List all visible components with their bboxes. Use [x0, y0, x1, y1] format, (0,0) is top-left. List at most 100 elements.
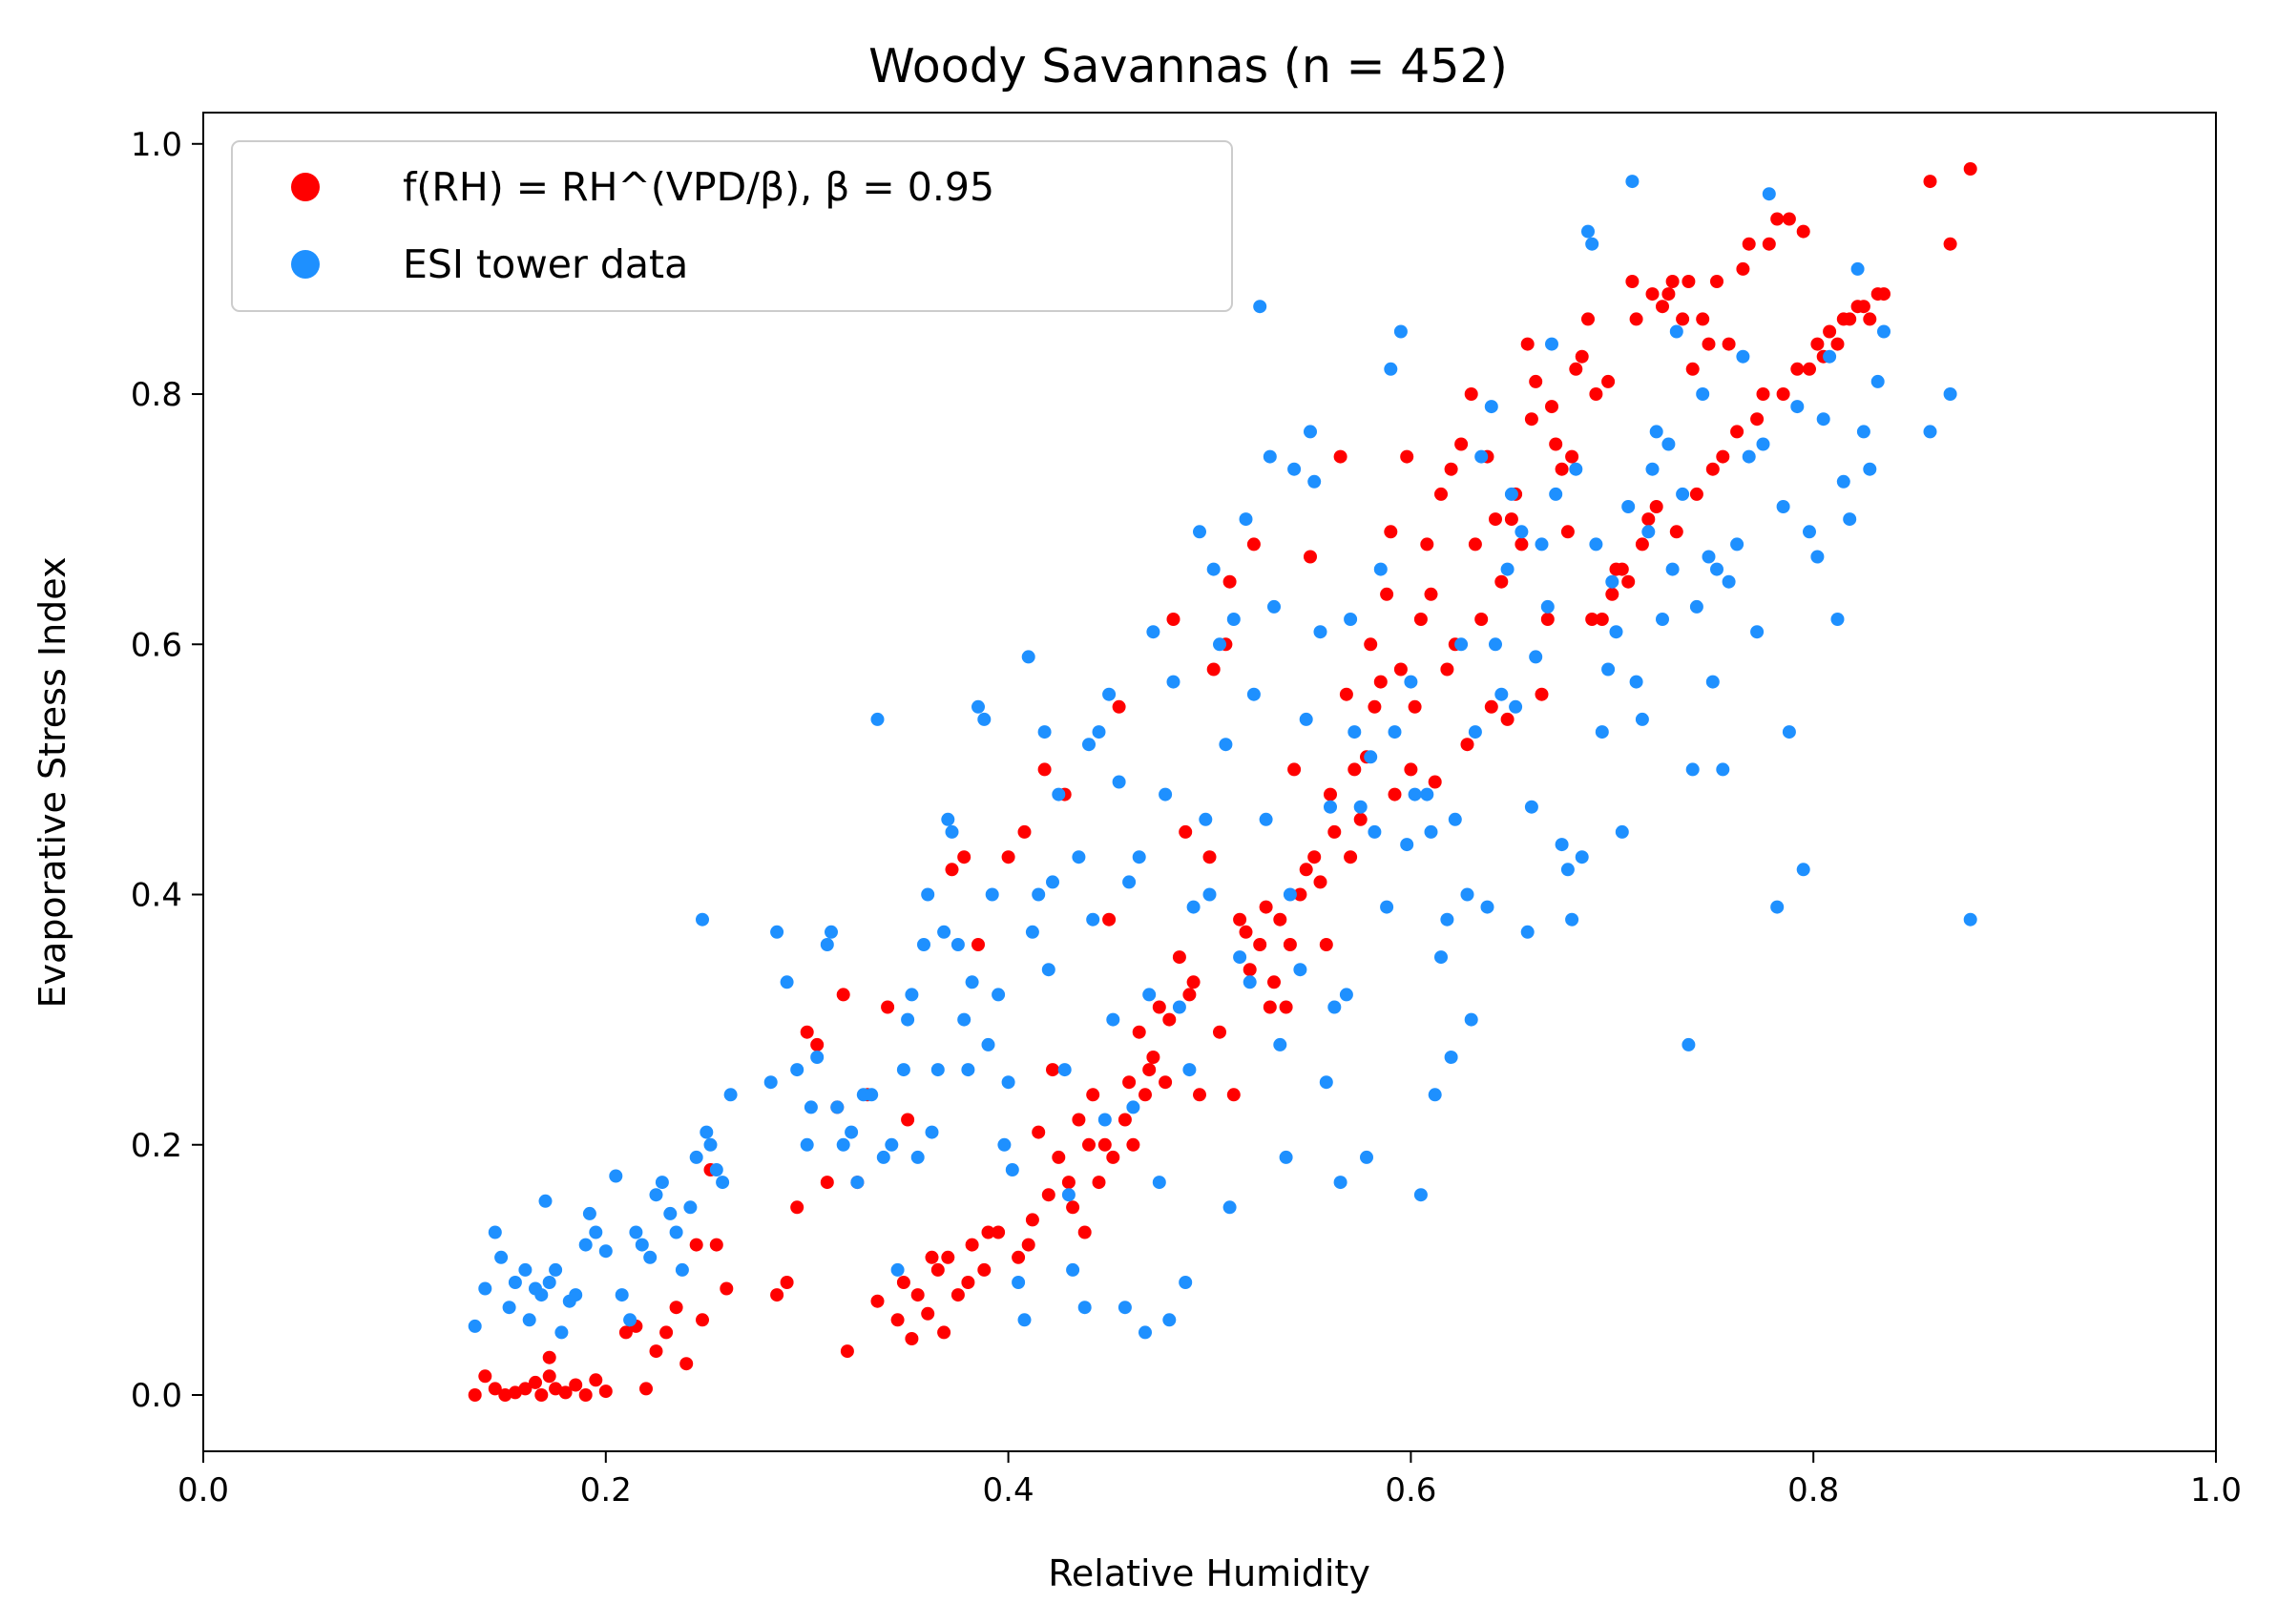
point-model-161	[1520, 337, 1535, 351]
point-model-210	[1782, 212, 1796, 226]
plot-area-frame	[202, 112, 2217, 1452]
point-esi-39	[763, 1075, 778, 1090]
x-tick-label-0: 0.0	[178, 1471, 229, 1509]
point-model-77	[1092, 1176, 1106, 1190]
point-esi-232	[1790, 400, 1805, 414]
point-model-76	[1086, 1088, 1100, 1102]
point-model-111	[1267, 975, 1281, 989]
point-esi-12	[549, 1262, 563, 1277]
point-esi-18	[589, 1225, 603, 1239]
legend-label-esi: ESI tower data	[403, 241, 688, 287]
point-model-74	[1077, 1225, 1092, 1239]
point-esi-88	[1046, 875, 1059, 889]
point-model-113	[1279, 1000, 1293, 1014]
point-model-120	[1313, 875, 1327, 889]
point-esi-123	[1222, 1200, 1237, 1215]
point-model-117	[1299, 863, 1313, 877]
point-model-169	[1560, 525, 1575, 539]
point-esi-27	[655, 1176, 669, 1190]
point-model-115	[1287, 762, 1302, 777]
point-model-3	[498, 1388, 512, 1402]
point-esi-162	[1420, 787, 1434, 802]
point-esi-138	[1299, 712, 1313, 726]
point-esi-20	[609, 1169, 623, 1183]
point-model-96	[1186, 975, 1201, 989]
point-model-143	[1428, 775, 1442, 789]
point-model-201	[1722, 337, 1736, 351]
point-esi-11	[542, 1276, 556, 1289]
point-esi-99	[1102, 687, 1117, 701]
point-model-173	[1581, 312, 1595, 326]
point-model-116	[1293, 887, 1307, 902]
point-esi-177	[1494, 687, 1509, 701]
point-model-123	[1327, 824, 1342, 839]
point-esi-132	[1267, 599, 1281, 614]
point-esi-4	[502, 1301, 516, 1315]
point-esi-214	[1682, 1037, 1696, 1051]
point-esi-208	[1649, 425, 1663, 439]
point-model-149	[1460, 738, 1474, 752]
point-esi-142	[1319, 1075, 1333, 1090]
point-model-53	[957, 850, 971, 864]
point-esi-143	[1324, 800, 1337, 814]
point-esi-43	[800, 1137, 814, 1152]
point-esi-48	[830, 1100, 845, 1114]
point-model-55	[965, 1238, 979, 1252]
point-esi-119	[1202, 887, 1217, 902]
point-model-145	[1440, 662, 1454, 677]
point-esi-131	[1263, 449, 1277, 464]
point-esi-241	[1850, 261, 1865, 276]
point-model-148	[1454, 437, 1469, 451]
point-model-32	[810, 1037, 825, 1051]
point-model-192	[1676, 312, 1690, 326]
point-model-41	[890, 1313, 905, 1327]
point-esi-216	[1689, 599, 1703, 614]
point-esi-46	[820, 938, 834, 951]
y-axis: 0.0 0.2 0.4 0.6 0.8 1.0	[131, 126, 203, 1415]
point-esi-36	[709, 1163, 723, 1176]
point-esi-73	[971, 699, 985, 714]
point-esi-147	[1344, 613, 1358, 626]
y-axis-label: Evaporative Stress Index	[31, 557, 73, 1009]
point-model-15	[542, 1350, 556, 1364]
point-esi-152	[1368, 824, 1382, 839]
point-esi-79	[1001, 1075, 1015, 1090]
point-esi-28	[663, 1206, 678, 1220]
point-esi-137	[1293, 963, 1307, 977]
point-esi-133	[1273, 1037, 1287, 1051]
point-esi-53	[865, 1088, 879, 1102]
point-model-146	[1444, 462, 1458, 476]
point-esi-231	[1782, 725, 1796, 739]
point-esi-114	[1179, 1276, 1193, 1289]
point-esi-160	[1408, 787, 1422, 802]
point-esi-116	[1186, 900, 1201, 914]
point-model-204	[1742, 237, 1756, 251]
point-esi-182	[1520, 925, 1535, 939]
point-esi-206	[1641, 525, 1656, 539]
point-esi-141	[1313, 625, 1327, 639]
point-esi-140	[1307, 474, 1322, 489]
point-model-174	[1585, 613, 1599, 626]
point-model-175	[1589, 387, 1603, 401]
point-model-186	[1645, 287, 1660, 302]
point-esi-181	[1515, 525, 1529, 539]
point-esi-105	[1132, 850, 1146, 864]
point-model-5	[518, 1382, 533, 1396]
point-model-78	[1097, 1137, 1112, 1152]
point-esi-184	[1529, 650, 1543, 664]
point-esi-226	[1750, 625, 1765, 639]
point-esi-85	[1032, 887, 1046, 902]
x-tick-label-4: 0.8	[1787, 1471, 1839, 1509]
point-model-59	[992, 1225, 1006, 1239]
point-esi-238	[1830, 613, 1845, 626]
point-esi-19	[598, 1244, 613, 1259]
point-model-156	[1494, 574, 1509, 589]
point-esi-167	[1444, 1051, 1458, 1064]
point-esi-56	[885, 1137, 899, 1152]
point-model-102	[1222, 574, 1237, 589]
point-esi-246	[1923, 425, 1937, 439]
point-model-75	[1082, 1137, 1096, 1152]
point-model-54	[961, 1276, 975, 1289]
point-model-61	[1012, 1250, 1026, 1264]
point-esi-66	[937, 925, 951, 939]
